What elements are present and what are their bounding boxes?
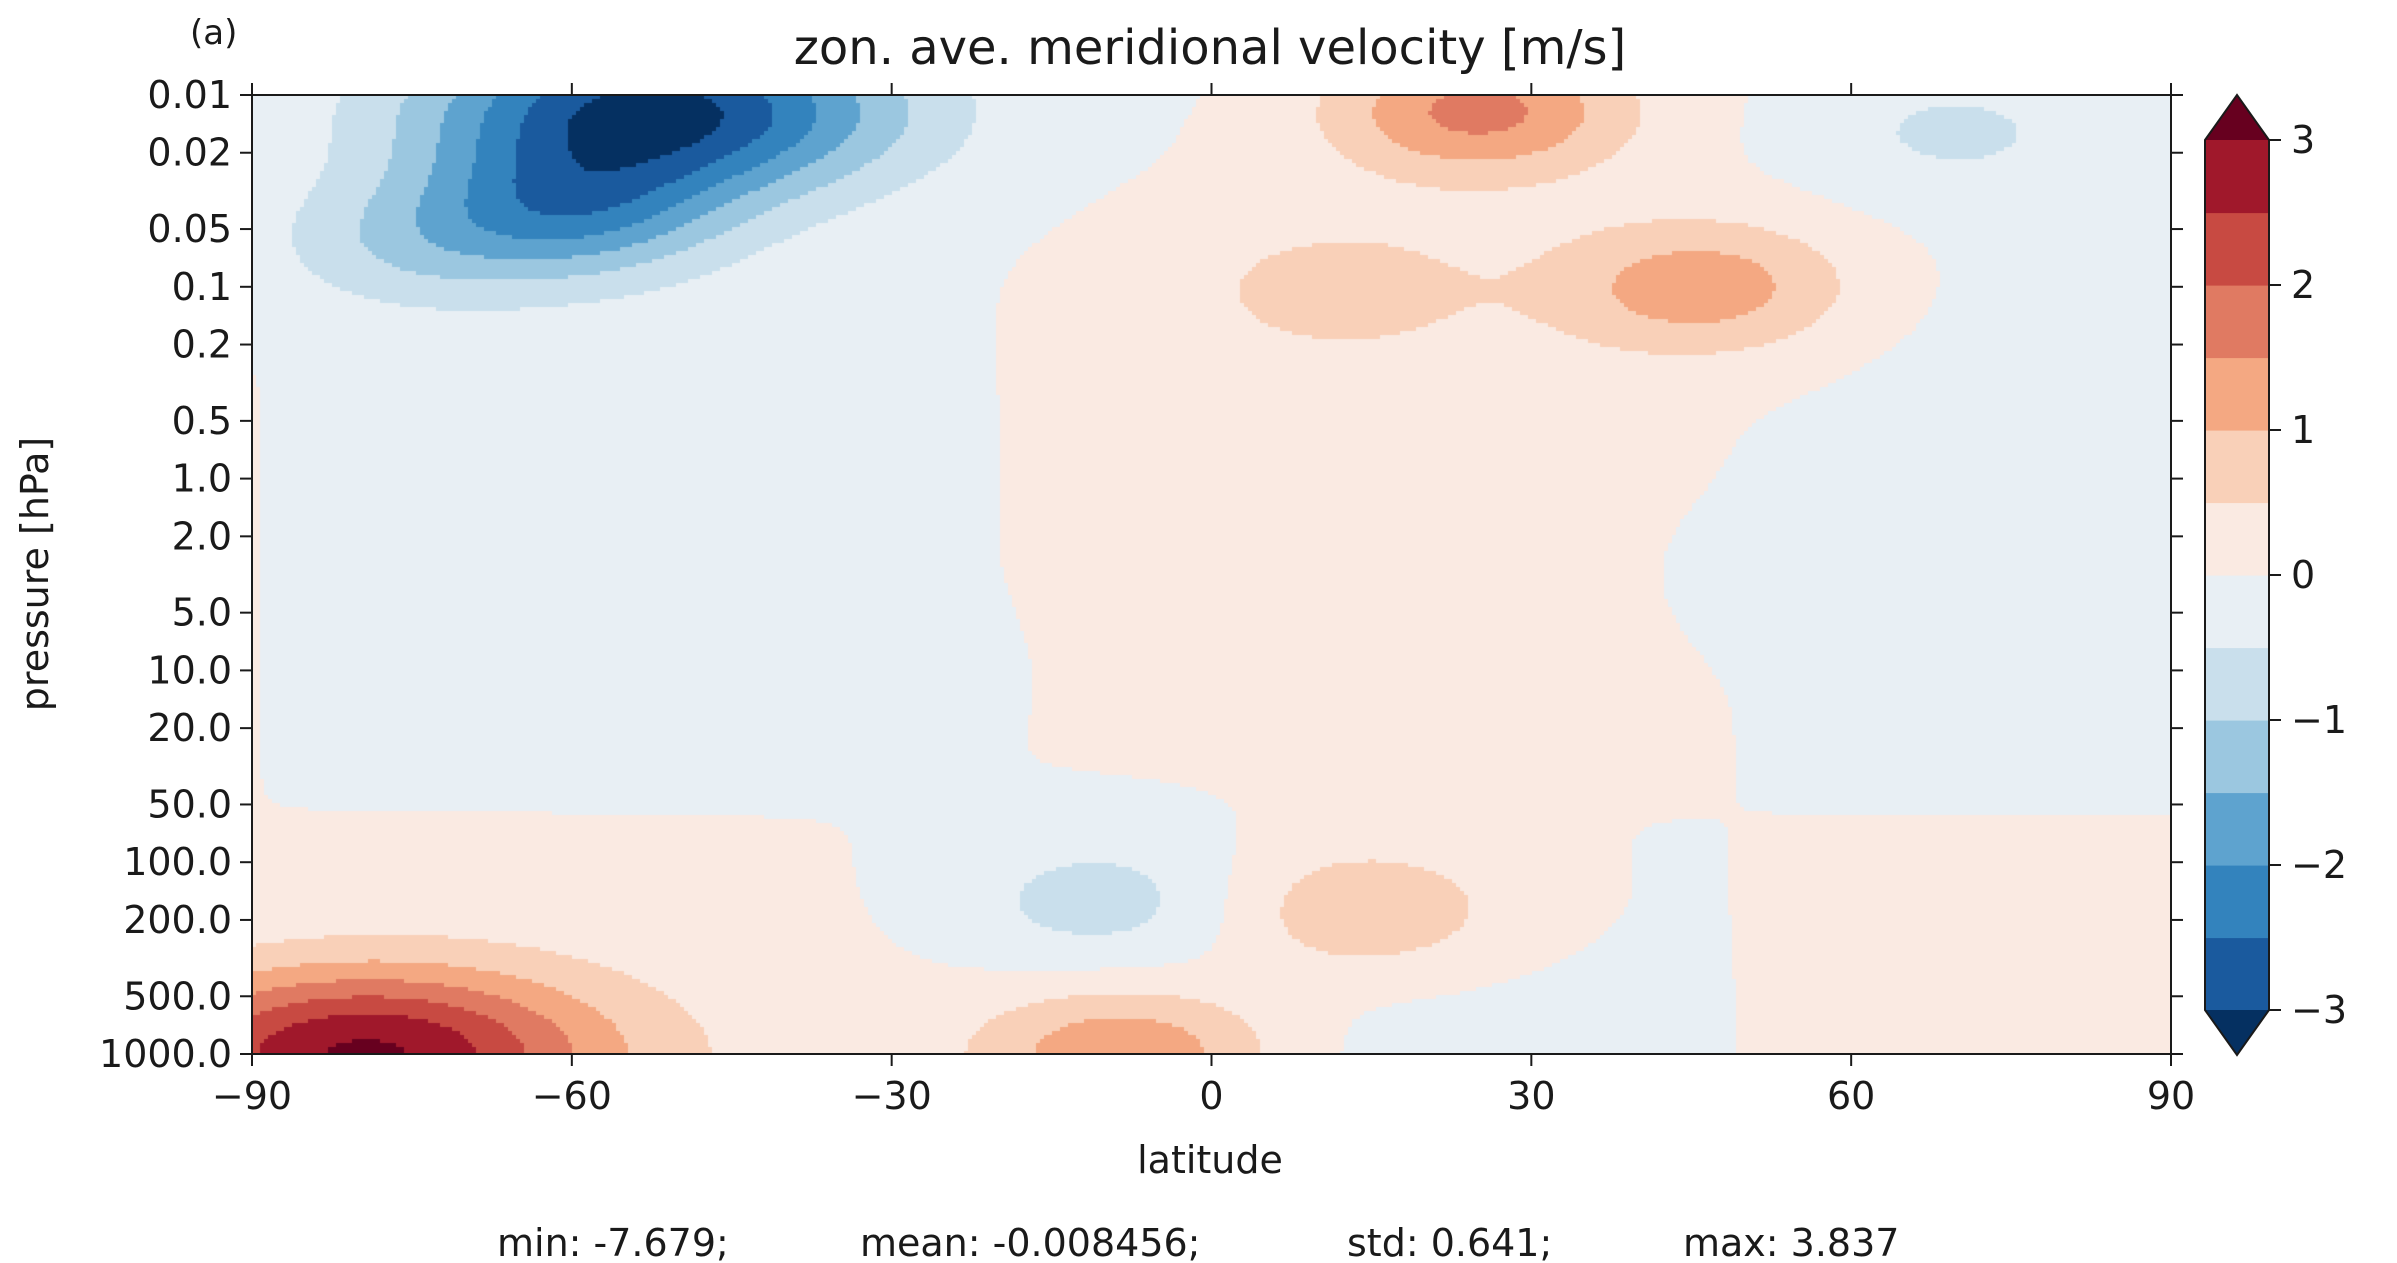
stat-std: std: 0.641;	[1347, 1221, 1552, 1263]
colorbar-segment	[2205, 865, 2269, 939]
colorbar-segment	[2205, 430, 2269, 504]
y-tick-label: 200.0	[123, 898, 232, 942]
colorbar-segment	[2205, 792, 2269, 866]
x-axis-label: latitude	[1137, 1138, 1283, 1182]
y-tick-label: 0.01	[147, 73, 232, 117]
y-tick-label: 20.0	[147, 706, 232, 750]
colorbar-tick-label: −1	[2291, 698, 2347, 742]
colorbar-tick-label: −3	[2291, 988, 2347, 1032]
contour-image	[252, 95, 2171, 1054]
colorbar-segment	[2205, 285, 2269, 359]
y-tick-label: 0.2	[172, 323, 232, 367]
colorbar-segment	[2205, 140, 2269, 214]
y-tick-label: 0.05	[147, 207, 232, 251]
panel-label: (a)	[190, 13, 237, 53]
colorbar-segment	[2205, 502, 2269, 576]
x-tick-label: 60	[1827, 1074, 1875, 1118]
y-axis: 0.01 0.02 0.05 0.1 0.2 0.5 1.0 2.0 5.0 10.0 20.0 50…	[99, 73, 2183, 1076]
y-tick-label: 1.0	[172, 457, 232, 501]
colorbar-segment	[2205, 357, 2269, 431]
colorbar-segment	[2205, 720, 2269, 794]
y-tick-label: 1000.0	[99, 1032, 232, 1076]
y-tick-label: 50.0	[147, 782, 232, 826]
y-tick-label: 2.0	[172, 514, 232, 558]
x-tick-label: −60	[532, 1074, 612, 1118]
y-tick-label: 500.0	[123, 974, 232, 1018]
colorbar-segment	[2205, 647, 2269, 721]
y-axis-label: pressure [hPa]	[13, 437, 57, 711]
colorbar-segment	[2205, 575, 2269, 649]
y-tick-label: 0.5	[172, 399, 232, 443]
colorbar: −3 −2 −1 0 1 2 3	[2204, 93, 2347, 1057]
stat-max: max: 3.837	[1683, 1221, 1899, 1263]
x-tick-label: 90	[2147, 1074, 2195, 1118]
colorbar-segment	[2205, 212, 2269, 286]
y-tick-label: 0.02	[147, 131, 232, 175]
colorbar-segment	[2205, 937, 2269, 1011]
x-tick-label: 30	[1507, 1074, 1555, 1118]
colorbar-tick-label: 0	[2291, 553, 2315, 597]
colorbar-tick-label: 2	[2291, 263, 2315, 307]
colorbar-tick-label: −2	[2291, 843, 2347, 887]
y-tick-label: 100.0	[123, 840, 232, 884]
stat-min: min: -7.679;	[497, 1221, 729, 1263]
x-tick-label: −30	[852, 1074, 932, 1118]
colorbar-tick-label: 3	[2291, 118, 2315, 162]
y-tick-label: 5.0	[172, 591, 232, 635]
x-tick-label: −90	[212, 1074, 292, 1118]
x-axis: −90 −60 −30 0 30 60 90	[212, 83, 2195, 1118]
contour-field	[252, 95, 2171, 1054]
colorbar-extend-min	[2205, 1010, 2269, 1055]
colorbar-tick-label: 1	[2291, 408, 2315, 452]
y-tick-label: 10.0	[147, 648, 232, 692]
x-tick-label: 0	[1199, 1074, 1223, 1118]
colorbar-extend-max	[2205, 95, 2269, 140]
stat-mean: mean: -0.008456;	[860, 1221, 1200, 1263]
chart-title: zon. ave. meridional velocity [m/s]	[794, 20, 1627, 76]
y-tick-label: 0.1	[172, 265, 232, 309]
